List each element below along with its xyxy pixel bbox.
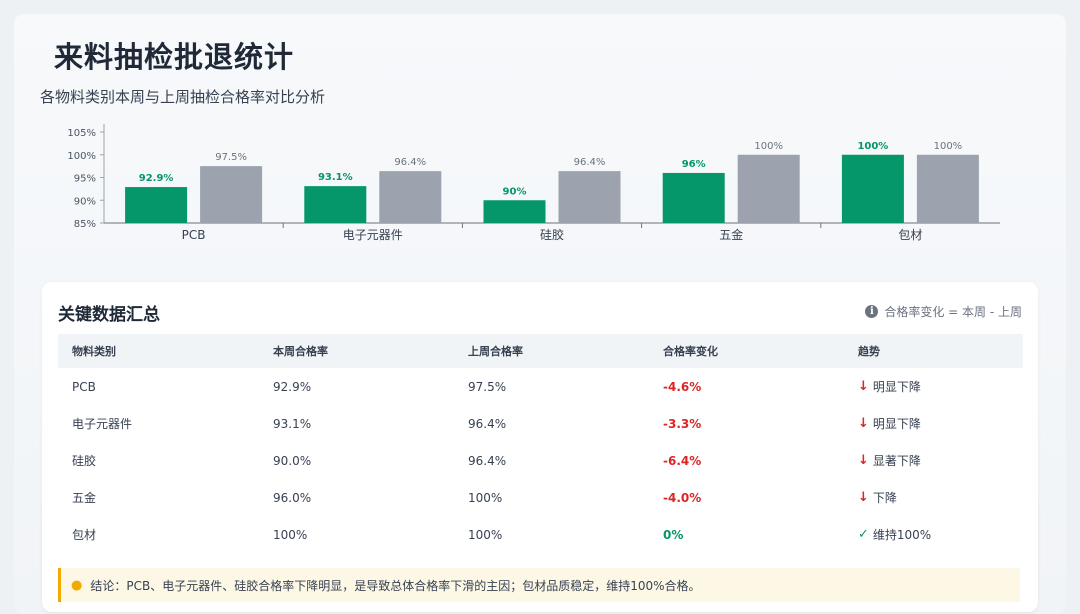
trend-text: 下降 (872, 491, 897, 505)
bar-this-week (662, 172, 725, 223)
cell-change: 0% (663, 527, 684, 542)
header-change: 合格率变化 (663, 345, 718, 358)
cell-trend: ↓ 明显下降 (844, 405, 1023, 442)
bar-this-week (125, 187, 188, 223)
cell-trend: ↓ 下降 (844, 479, 1023, 516)
cell-this-week: 100% (273, 527, 308, 542)
cell-category: 电子元器件 (72, 417, 133, 431)
y-tick-label: 90% (74, 196, 96, 207)
data-label: 100% (857, 141, 888, 152)
table-header-row: 物料类别 本周合格率 上周合格率 合格率变化 趋势 (58, 334, 1023, 368)
x-tick-label: PCB (182, 228, 206, 242)
summary-title: 关键数据汇总 (58, 305, 160, 325)
x-tick-label: 硅胶 (540, 227, 564, 242)
cell-change: -4.6% (663, 379, 702, 394)
header-category: 物料类别 (72, 345, 116, 358)
y-tick-label: 85% (74, 219, 96, 230)
table-row: 硅胶 90.0% 96.4% -6.4% ↓ 显著下降 (58, 442, 1023, 479)
table-row: PCB 92.9% 97.5% -4.6% ↓ 明显下降 (58, 368, 1023, 405)
data-label: 96.4% (394, 157, 426, 168)
data-label: 92.9% (139, 173, 174, 184)
data-label: 96.4% (574, 157, 606, 168)
arrow-down-icon: ↓ (858, 379, 869, 394)
data-label: 90% (503, 186, 527, 197)
trend-text: 显著下降 (872, 454, 921, 468)
page-title: 来料抽检批退统计 (54, 40, 295, 74)
table-row: 五金 96.0% 100% -4.0% ↓ 下降 (58, 479, 1023, 516)
trend-text: 明显下降 (872, 380, 921, 394)
y-tick-label: 95% (74, 174, 96, 185)
header-trend: 趋势 (858, 345, 880, 358)
bar-last-week (737, 154, 800, 223)
bar-last-week (558, 171, 621, 223)
cell-trend: ↓ 显著下降 (844, 442, 1023, 479)
cell-category: PCB (72, 379, 96, 394)
cell-trend: ↓ 明显下降 (844, 368, 1023, 405)
cell-this-week: 96.0% (273, 490, 312, 505)
conclusion-text: 结论：PCB、电子元器件、硅胶合格率下降明显，是导致总体合格率下滑的主因；包材品… (90, 578, 701, 593)
y-tick-label: 100% (67, 151, 96, 162)
cell-trend: ✓ 维持100% (844, 516, 1023, 553)
bar-last-week (200, 166, 263, 223)
page-subtitle: 各物料类别本周与上周抽检合格率对比分析 (40, 88, 326, 106)
bar-this-week (304, 186, 367, 223)
cell-last-week: 97.5% (468, 379, 507, 394)
cell-this-week: 93.1% (273, 416, 312, 431)
cell-change: -3.3% (663, 416, 702, 431)
bar-last-week (916, 154, 979, 223)
cell-change: -6.4% (663, 453, 702, 468)
summary-card: 关键数据汇总 i 合格率变化 = 本周 - 上周 物料类别 本周合格率 上周合格… (42, 282, 1038, 612)
trend-text: 明显下降 (872, 417, 921, 431)
cell-change: -4.0% (663, 490, 702, 505)
cell-last-week: 96.4% (468, 453, 507, 468)
header-this-week: 本周合格率 (273, 345, 328, 358)
x-tick-label: 五金 (719, 227, 743, 242)
trend-text: 维持100% (872, 528, 932, 542)
cell-category: 包材 (72, 528, 97, 542)
bar-this-week (841, 154, 904, 223)
table-row: 电子元器件 93.1% 96.4% -3.3% ↓ 明显下降 (58, 405, 1023, 442)
formula-note-text: 合格率变化 = 本周 - 上周 (884, 305, 1022, 319)
y-tick-label: 105% (67, 128, 96, 139)
data-label: 100% (754, 141, 783, 152)
bar-last-week (379, 171, 442, 223)
cell-last-week: 96.4% (468, 416, 507, 431)
cell-last-week: 100% (468, 490, 503, 505)
bar-chart: 85% 90% 95% 100% 105% PCB 92.9% 97.5% 电子元器件 93.1%… (67, 124, 1000, 242)
formula-note: i 合格率变化 = 本周 - 上周 (865, 303, 1022, 320)
table-row: 包材 100% 100% 0% ✓ 维持100% (58, 516, 1023, 553)
data-label: 96% (682, 159, 706, 170)
arrow-down-icon: ↓ (858, 416, 869, 431)
x-tick-label: 电子元器件 (343, 228, 403, 242)
header-last-week: 上周合格率 (468, 345, 523, 358)
data-label: 97.5% (215, 152, 247, 163)
cell-last-week: 100% (468, 527, 503, 542)
summary-table: 物料类别 本周合格率 上周合格率 合格率变化 趋势 PCB 92.9% 97.5… (58, 334, 1023, 553)
conclusion-box: ● 结论：PCB、电子元器件、硅胶合格率下降明显，是导致总体合格率下滑的主因；包… (58, 568, 1020, 602)
info-icon: i (865, 305, 879, 318)
lightbulb-icon: ● (71, 577, 83, 593)
cell-category: 硅胶 (72, 454, 97, 468)
check-icon: ✓ (858, 527, 869, 542)
x-tick-label: 包材 (898, 228, 922, 242)
data-label: 100% (934, 141, 963, 152)
cell-this-week: 92.9% (273, 379, 312, 394)
arrow-down-icon: ↓ (858, 453, 869, 468)
cell-this-week: 90.0% (273, 453, 312, 468)
cell-category: 五金 (72, 491, 97, 505)
bar-this-week (483, 200, 546, 223)
arrow-down-icon: ↓ (858, 490, 869, 505)
data-label: 93.1% (318, 172, 353, 183)
